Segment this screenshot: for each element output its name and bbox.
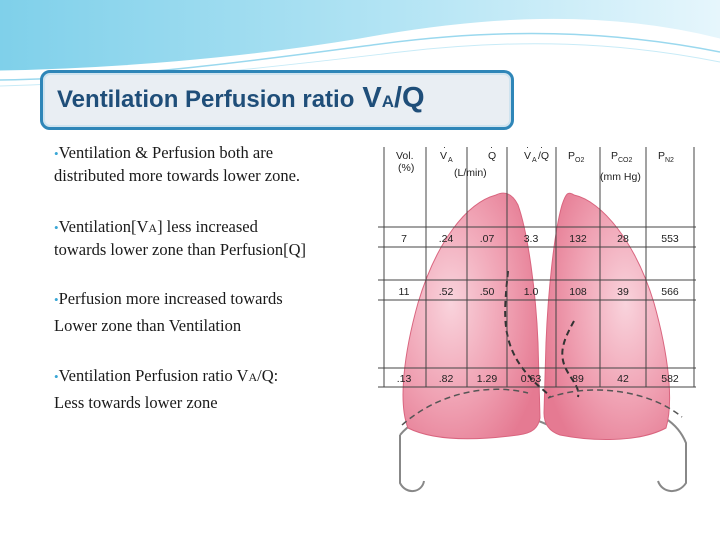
cell: 566 <box>661 286 679 298</box>
cell: .24 <box>439 233 454 245</box>
header-pco2-sub: CO2 <box>618 157 633 164</box>
header-vol: Vol. <box>396 150 414 162</box>
cell: .82 <box>439 373 454 385</box>
bullet-item: •Ventilation Perfusion ratio VA/Q: Less … <box>54 365 374 414</box>
bullet-continuation: Lower zone than Ventilation <box>54 316 242 335</box>
header-pn2-sub: N2 <box>665 157 674 164</box>
cell: 582 <box>661 373 679 385</box>
left-lung <box>402 192 541 440</box>
cell: 11 <box>399 286 410 298</box>
bullet-item: •Perfusion more increased towards Lower … <box>54 288 374 337</box>
bullet-text-pre: Ventilation Perfusion ratio V <box>58 366 249 385</box>
header-vaq-q: /Q <box>538 150 549 162</box>
title-main: Ventilation Perfusion ratio <box>57 86 355 113</box>
cell: 7 <box>401 233 407 245</box>
cell: 39 <box>617 286 629 298</box>
header-q: Q <box>488 150 496 162</box>
cell: .13 <box>397 373 412 385</box>
bullet-dot-icon: • <box>54 146 59 161</box>
bullet-dot-icon: • <box>54 369 59 384</box>
header-pco2: P <box>611 150 618 162</box>
cell: 3.3 <box>524 233 539 245</box>
cell: 28 <box>617 233 629 245</box>
bullet-continuation: Less towards lower zone <box>54 393 218 412</box>
table-grid <box>378 147 696 388</box>
bullet-item: •Ventilation & Perfusion both are distri… <box>54 142 374 187</box>
header-po2: P <box>568 150 575 162</box>
dot-over-vaq-q: · <box>540 143 543 152</box>
cell: .52 <box>439 286 454 298</box>
right-lung <box>543 192 671 440</box>
dot-over-q: · <box>490 143 493 152</box>
dot-over-va: · <box>443 143 446 152</box>
bullet-text-smallcaps: A <box>248 370 258 384</box>
cell: 553 <box>661 233 679 245</box>
bullet-text-pre: Ventilation[V <box>58 217 149 236</box>
slide-title-box: Ventilation Perfusion ratio VA/Q <box>40 70 514 130</box>
cell: 1.29 <box>477 373 498 385</box>
title-subscript: A <box>381 92 394 111</box>
table-headers: Vol. (%) V A Q V A /Q P O2 P CO2 P N2 (L… <box>396 143 674 183</box>
cell: 1.0 <box>524 286 539 298</box>
bullet-text-post: ] less increased <box>157 217 258 236</box>
header-pn2: P <box>658 150 665 162</box>
bullet-text: Ventilation & Perfusion both are <box>58 143 274 162</box>
header-po2-sub: O2 <box>575 157 584 164</box>
cell: 42 <box>617 373 629 385</box>
cell: 89 <box>572 373 584 385</box>
heart-outline <box>504 270 551 398</box>
bullet-continuation: distributed more towards lower zone. <box>54 166 301 185</box>
cell: 0.63 <box>521 373 542 385</box>
title-q: /Q <box>394 82 425 114</box>
unit-lmin: (L/min) <box>454 167 487 179</box>
header-va: V <box>440 150 447 162</box>
header-va-sub: A <box>448 157 453 164</box>
header-vaq-v: V <box>524 150 531 162</box>
bullet-item: •Ventilation[VA] less increased towards … <box>54 216 374 261</box>
header-vaq-sub: A <box>532 157 537 164</box>
lower-dashed-outline <box>401 388 683 426</box>
bullet-text-smallcaps: A <box>148 221 158 235</box>
bullet-text-post: /Q: <box>257 366 279 385</box>
bullet-continuation: towards lower zone than Perfusion[Q] <box>54 240 307 259</box>
bullet-dot-icon: • <box>54 292 59 307</box>
dot-over-vaq-v: · <box>526 143 529 152</box>
bullet-dot-icon: • <box>54 220 59 235</box>
cell: 108 <box>569 286 587 298</box>
unit-mmhg: (mm Hg) <box>600 171 641 183</box>
bullet-text: Perfusion more increased towards <box>58 289 283 308</box>
table-rows: 7 .24 .07 3.3 132 28 553 11 .52 .50 1.0 … <box>397 233 679 385</box>
heart-outline-right <box>561 320 580 398</box>
cell: .07 <box>480 233 495 245</box>
cell: 132 <box>569 233 587 245</box>
slide-title: Ventilation Perfusion ratio VA/Q <box>57 81 425 119</box>
body-outline-left <box>399 435 425 492</box>
lung-vq-figure: Vol. (%) V A Q V A /Q P O2 P CO2 P N2 (L… <box>378 143 696 498</box>
header-vol-unit: (%) <box>398 162 414 174</box>
cell: .50 <box>480 286 495 298</box>
title-v: V <box>362 82 382 114</box>
